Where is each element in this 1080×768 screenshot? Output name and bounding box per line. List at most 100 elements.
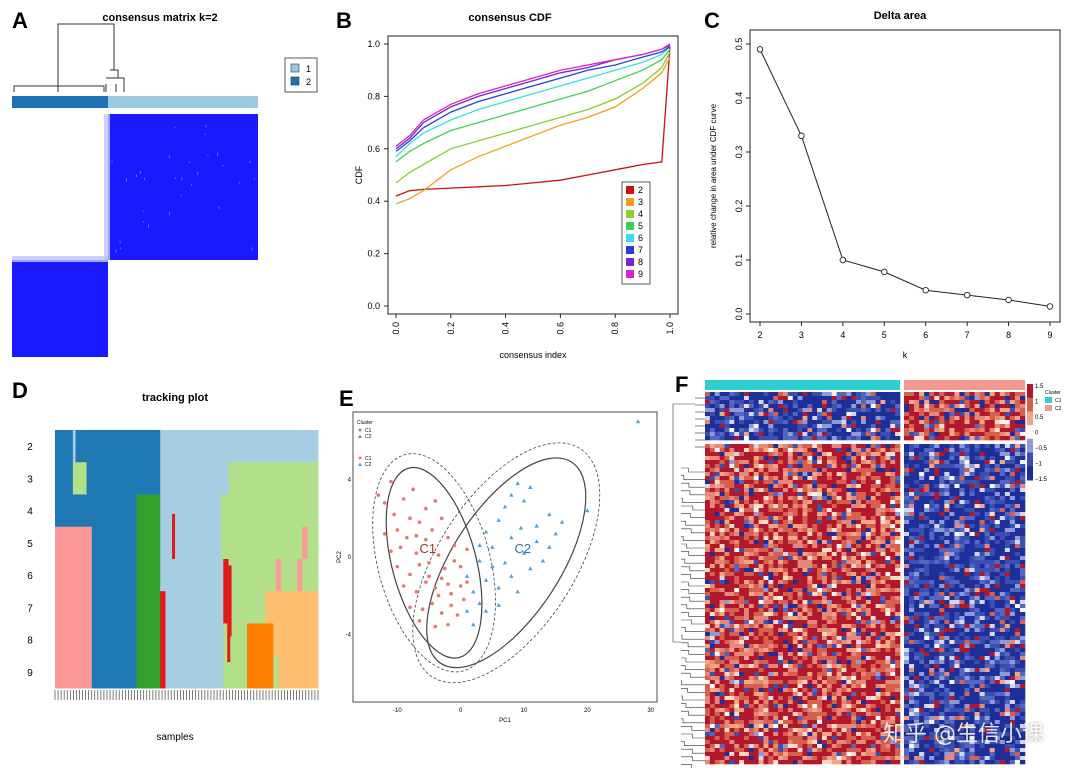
heatmap-cell xyxy=(914,608,920,613)
heatmap-cell xyxy=(748,596,755,601)
heatmap-cell xyxy=(822,448,828,453)
heatmap-cell xyxy=(964,408,970,413)
heatmap-cell xyxy=(939,536,945,541)
heatmap-cell xyxy=(979,620,985,625)
heatmap-cell xyxy=(787,508,794,513)
heatmap-cell xyxy=(753,536,759,541)
heatmap-cell xyxy=(934,564,940,569)
heatmap-cell xyxy=(841,468,847,473)
heatmap-cell xyxy=(929,420,935,425)
cdf-line-k9 xyxy=(395,43,671,147)
heatmap-cell xyxy=(919,432,925,437)
heatmap-cell xyxy=(1004,568,1011,573)
heatmap-cell xyxy=(739,408,745,413)
heatmap-cell xyxy=(797,648,803,653)
heatmap-cell xyxy=(984,528,991,533)
heatmap-cell xyxy=(895,624,901,629)
heatmap-cell xyxy=(748,488,755,493)
heatmap-cell xyxy=(875,648,881,653)
heatmap-cell xyxy=(851,428,857,433)
heatmap-cell xyxy=(979,508,985,513)
heatmap-cell xyxy=(758,444,764,449)
matrix-texture xyxy=(135,174,137,178)
heatmap-cell xyxy=(989,608,996,613)
heatmap-cell xyxy=(758,464,764,469)
heatmap-cell xyxy=(904,472,910,477)
heatmap-cell xyxy=(734,556,740,561)
heatmap-cell xyxy=(826,588,833,593)
heatmap-cell xyxy=(836,600,842,605)
heatmap-cell xyxy=(949,616,955,621)
heatmap-cell xyxy=(739,392,745,397)
heatmap-cell xyxy=(763,448,769,453)
heatmap-cell xyxy=(861,564,867,569)
heatmap-cell xyxy=(919,532,925,537)
heatmap-cell xyxy=(870,480,876,485)
heatmap-cell xyxy=(934,496,940,501)
heatmap-cell xyxy=(846,592,852,597)
heatmap-cell xyxy=(964,392,970,397)
heatmap-cell xyxy=(865,392,872,397)
track-cell-k6 xyxy=(91,559,138,592)
heatmap-cell xyxy=(802,540,808,545)
heatmap-cell xyxy=(851,528,857,533)
heatmap-cell xyxy=(705,540,711,545)
heatmap-cell xyxy=(939,568,945,573)
heatmap-cell xyxy=(797,496,803,501)
heatmap-cell xyxy=(787,496,794,501)
heatmap-cell xyxy=(729,516,735,521)
heatmap-cell xyxy=(954,528,960,533)
heatmap-cell xyxy=(753,624,759,629)
heatmap-cell xyxy=(812,428,818,433)
heatmap-cell xyxy=(999,396,1006,401)
heatmap-cell xyxy=(836,516,842,521)
heatmap-cell xyxy=(748,448,755,453)
heatmap-cell xyxy=(734,580,740,585)
matrix-texture xyxy=(148,224,150,228)
heatmap-cell xyxy=(724,400,730,405)
heatmap-cell xyxy=(974,408,980,413)
heatmap-cell xyxy=(1014,612,1021,617)
heatmap-cell xyxy=(724,588,730,593)
heatmap-cell xyxy=(734,660,740,665)
heatmap-cell xyxy=(709,500,716,505)
heatmap-cell xyxy=(792,580,798,585)
heatmap-cell xyxy=(748,456,755,461)
heatmap-cell xyxy=(729,500,735,505)
point-c1 xyxy=(455,613,460,617)
heatmap-cell xyxy=(969,468,975,473)
heatmap-cell xyxy=(974,420,980,425)
heatmap-cell xyxy=(865,544,872,549)
heatmap-cell xyxy=(836,564,842,569)
heatmap-cell xyxy=(729,496,735,501)
heatmap-cell xyxy=(880,472,886,477)
heatmap-cell xyxy=(909,644,915,649)
heatmap-cell xyxy=(944,548,950,553)
heatmap-cell xyxy=(714,564,720,569)
heatmap-cell xyxy=(944,428,950,433)
matrix-texture xyxy=(174,126,176,129)
heatmap-cell xyxy=(934,432,940,437)
heatmap-cell xyxy=(924,524,930,529)
heatmap-cell xyxy=(778,408,784,413)
heatmap-cell xyxy=(914,420,920,425)
heatmap-cell xyxy=(919,560,925,565)
heatmap-cell xyxy=(964,612,970,617)
heatmap-cell xyxy=(753,540,759,545)
heatmap-cell xyxy=(865,652,872,657)
heatmap-cell xyxy=(778,632,784,637)
heatmap-cell xyxy=(1009,540,1016,545)
heatmap-cell xyxy=(885,564,891,569)
heatmap-cell xyxy=(909,496,915,501)
heatmap-cell xyxy=(974,592,980,597)
heatmap-cell xyxy=(709,496,716,501)
heatmap-cell xyxy=(890,588,896,593)
heatmap-cell xyxy=(904,456,910,461)
heatmap-cell xyxy=(753,656,759,661)
heatmap-cell xyxy=(929,564,935,569)
heatmap-cell xyxy=(949,560,955,565)
heatmap-cell xyxy=(1009,428,1016,433)
heatmap-cell xyxy=(919,500,925,505)
heatmap-cell xyxy=(1004,512,1011,517)
heatmap-cell xyxy=(924,404,930,409)
